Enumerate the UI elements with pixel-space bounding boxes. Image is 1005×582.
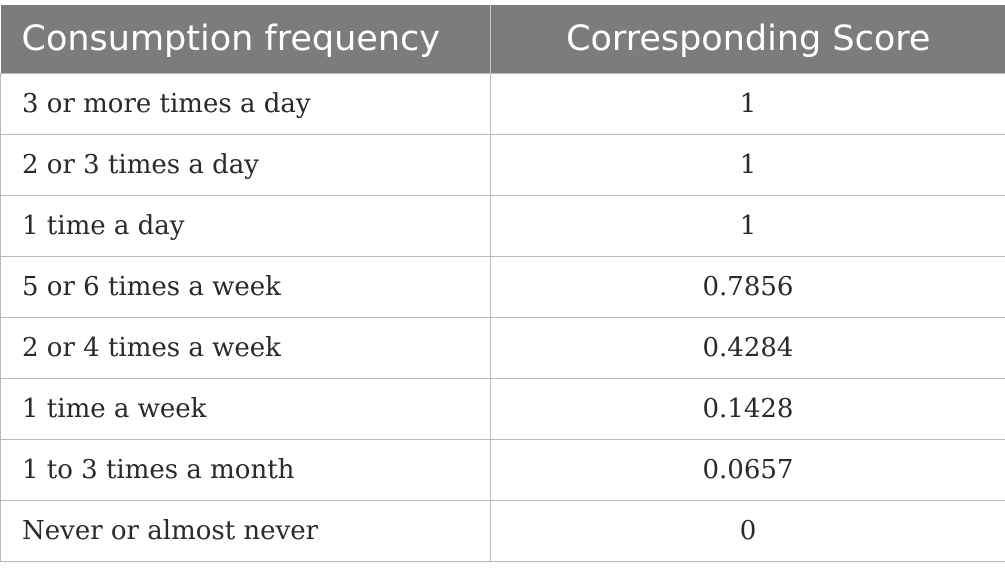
- table-row: 1 time a day 1: [0, 195, 1005, 257]
- table-row: 3 or more times a day 1: [0, 73, 1005, 135]
- table-row: 5 or 6 times a week 0.7856: [0, 256, 1005, 318]
- table-body: 3 or more times a day 1 2 or 3 times a d…: [0, 73, 1005, 562]
- frequency-cell: 1 to 3 times a month: [0, 439, 491, 501]
- score-cell: 1: [490, 134, 1005, 196]
- header-row: Consumption frequency Corresponding Scor…: [0, 5, 1005, 74]
- score-cell: 0.4284: [490, 317, 1005, 379]
- frequency-cell: 2 or 4 times a week: [0, 317, 491, 379]
- column-header-frequency: Consumption frequency: [0, 5, 491, 74]
- frequency-cell: Never or almost never: [0, 500, 491, 562]
- frequency-cell: 2 or 3 times a day: [0, 134, 491, 196]
- score-cell: 0: [490, 500, 1005, 562]
- score-cell: 1: [490, 195, 1005, 257]
- frequency-cell: 1 time a day: [0, 195, 491, 257]
- score-cell: 0.7856: [490, 256, 1005, 318]
- table-row: 2 or 4 times a week 0.4284: [0, 317, 1005, 379]
- column-header-score: Corresponding Score: [490, 5, 1005, 74]
- frequency-cell: 5 or 6 times a week: [0, 256, 491, 318]
- table-row: Never or almost never 0: [0, 500, 1005, 562]
- table-row: 1 time a week 0.1428: [0, 378, 1005, 440]
- table-header: Consumption frequency Corresponding Scor…: [0, 5, 1005, 74]
- score-cell: 0.1428: [490, 378, 1005, 440]
- frequency-score-table: Consumption frequency Corresponding Scor…: [0, 5, 1005, 562]
- table-row: 1 to 3 times a month 0.0657: [0, 439, 1005, 501]
- table-row: 2 or 3 times a day 1: [0, 134, 1005, 196]
- score-cell: 0.0657: [490, 439, 1005, 501]
- frequency-cell: 1 time a week: [0, 378, 491, 440]
- score-cell: 1: [490, 73, 1005, 135]
- frequency-cell: 3 or more times a day: [0, 73, 491, 135]
